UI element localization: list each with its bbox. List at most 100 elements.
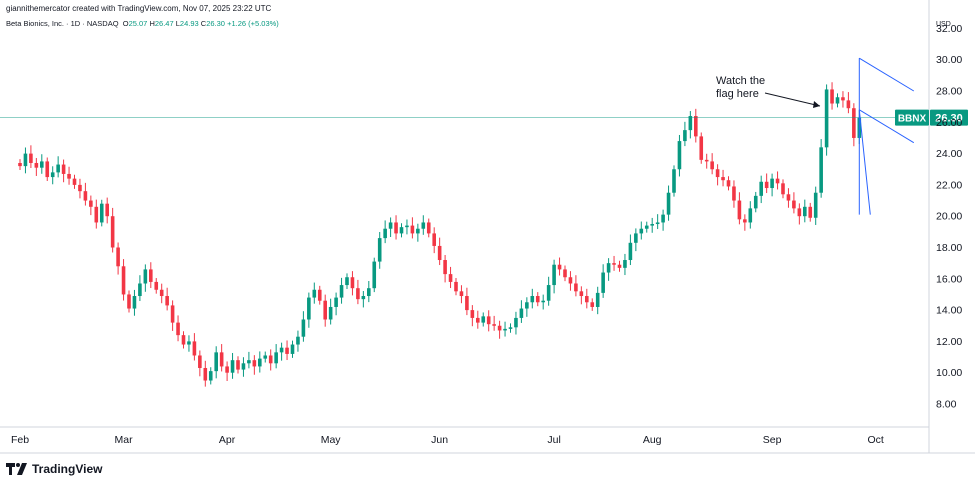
candle-body	[792, 200, 796, 209]
candle-body	[29, 153, 33, 163]
axes: USD 8.00 10.00 12.00 14.00 16.00 18.00 20.00 22.…	[11, 21, 962, 446]
candle-body	[639, 228, 644, 234]
y-tick-label: 22.00	[936, 179, 962, 191]
candle-body	[345, 277, 349, 286]
attribution: giannithemercator created with TradingVi…	[6, 4, 272, 13]
candle-body	[688, 116, 693, 131]
candle-body	[535, 296, 540, 303]
candle-body	[737, 200, 742, 220]
last-price-tag: 26.30	[935, 113, 963, 125]
low-value: 24.93	[179, 19, 199, 28]
candle-body	[83, 191, 88, 201]
candle-body	[715, 169, 720, 178]
candle-body	[198, 355, 202, 369]
candle-body	[770, 178, 774, 189]
candle-body	[399, 227, 404, 234]
candle-body	[356, 288, 360, 300]
candle-body	[721, 177, 725, 181]
tradingview-brand: TradingView	[32, 462, 103, 476]
candle-body	[203, 368, 208, 381]
candle-body	[377, 238, 382, 262]
candle-body	[759, 181, 763, 196]
open-value: 25.07	[128, 19, 148, 28]
y-tick-label: 8.00	[936, 399, 957, 411]
candle-body	[236, 360, 240, 370]
candle-body	[159, 289, 164, 297]
candle-body	[187, 341, 191, 345]
candle-body	[541, 300, 545, 303]
candle-body	[127, 294, 131, 309]
candle-body	[601, 272, 605, 293]
annotation-arrow-head	[813, 101, 820, 108]
candle-body	[824, 89, 829, 148]
candle-body	[459, 291, 464, 297]
candle-body	[628, 242, 633, 261]
candle-body	[819, 147, 823, 193]
candle-body	[170, 305, 175, 323]
candle-body	[835, 97, 840, 104]
candle-body	[219, 352, 224, 367]
candle-body	[361, 296, 366, 300]
candle-body	[481, 316, 486, 323]
y-tick-label: 28.00	[936, 86, 962, 98]
candle-body	[367, 288, 371, 297]
candle-body	[781, 183, 785, 195]
candle-body	[279, 347, 284, 353]
candle-body	[644, 225, 649, 229]
candle-body	[89, 200, 93, 207]
candle-body	[612, 263, 616, 265]
candle-body	[18, 162, 22, 167]
candle-body	[78, 184, 82, 192]
candle-body	[634, 233, 638, 243]
candle-body	[508, 327, 513, 329]
y-tick-label: 20.00	[936, 211, 962, 223]
candle-body	[808, 206, 813, 218]
symbol-title: Beta Bionics, Inc. · 1D · NASDAQ	[6, 19, 119, 28]
candle-body	[563, 269, 567, 278]
symbol-tag: BBNX	[898, 114, 927, 125]
candle-body	[726, 180, 731, 187]
candle-body	[214, 352, 218, 372]
candle-body	[753, 195, 758, 209]
y-tick-label: 14.00	[936, 305, 962, 317]
candle-body	[296, 336, 300, 345]
candle-body	[405, 225, 409, 228]
candle-body	[301, 319, 306, 337]
candle-body	[334, 297, 338, 307]
y-tick-label: 24.00	[936, 148, 962, 160]
y-tick-label: 32.00	[936, 23, 962, 35]
candle-body	[45, 161, 50, 178]
y-tick-label: 18.00	[936, 242, 962, 254]
candle-body	[694, 116, 698, 137]
x-tick-label: Mar	[115, 434, 134, 446]
candle-body	[388, 222, 393, 229]
candle-body	[143, 269, 148, 284]
candle-body	[138, 283, 142, 297]
change-value: +1.26 (+5.03%)	[227, 19, 279, 28]
candle-body	[454, 281, 458, 292]
candle-body	[312, 289, 317, 298]
last-price-tag-bg	[930, 109, 968, 126]
flag-pole-diagonal	[858, 109, 871, 215]
candle-body	[268, 355, 273, 364]
candle-body	[23, 153, 28, 167]
candle-body	[437, 245, 442, 261]
annotation-line-1: Watch the	[716, 75, 765, 87]
currency-label: USD	[936, 21, 951, 28]
y-tick-label: 16.00	[936, 273, 962, 285]
tradingview-logo[interactable]: TradingView	[6, 460, 102, 478]
candle-body	[258, 358, 262, 367]
candle-body	[710, 161, 714, 170]
candle-body	[350, 277, 355, 289]
candle-body	[40, 161, 44, 168]
candle-body	[699, 136, 704, 160]
candle-body	[846, 100, 851, 109]
candle-body	[192, 341, 197, 356]
candle-body	[595, 292, 600, 307]
x-tick-label: Aug	[643, 434, 662, 446]
candle-body	[323, 300, 327, 320]
candle-body	[290, 344, 295, 354]
candle-body	[525, 302, 529, 309]
